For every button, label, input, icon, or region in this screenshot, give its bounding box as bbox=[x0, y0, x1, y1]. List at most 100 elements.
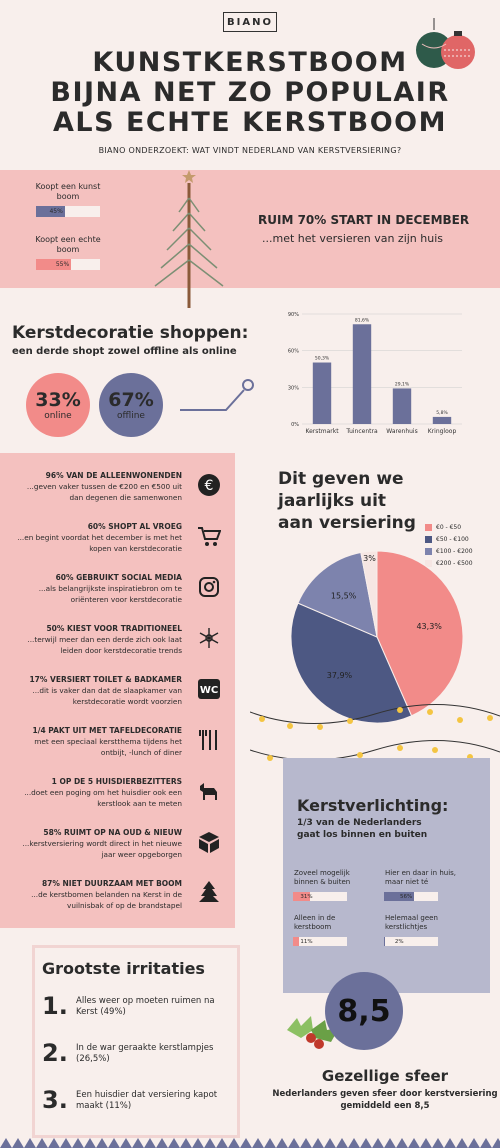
cutlery-icon bbox=[196, 727, 222, 753]
border-triangle bbox=[24, 1138, 36, 1148]
legend-label: €50 - €100 bbox=[436, 536, 469, 543]
bar-value-label: 81,6% bbox=[355, 317, 370, 323]
cart-icon bbox=[196, 523, 222, 549]
lighting-subtitle-line-1: 1/3 van de Nederlanders bbox=[297, 818, 422, 828]
fact-item: 1 OP DE 5 HUISDIERBEZITTERS ...doet een p… bbox=[12, 776, 182, 809]
border-triangle bbox=[240, 1138, 252, 1148]
snowflake-icon bbox=[196, 625, 222, 651]
legend-label: €200 - €500 bbox=[436, 560, 473, 567]
x-tick-label: Kringloop bbox=[428, 428, 457, 435]
instagram-icon bbox=[196, 574, 222, 600]
bar bbox=[352, 324, 372, 424]
x-tick-label: Kerstmarkt bbox=[305, 428, 339, 435]
ornaments-icon bbox=[416, 18, 475, 69]
fact-title: 60% SHOPT AL VROEG bbox=[87, 522, 182, 531]
fact-title: 1/4 PAKT UIT MET TAFELDECORATIE bbox=[32, 726, 182, 735]
border-triangle bbox=[96, 1138, 108, 1148]
border-triangle bbox=[180, 1138, 192, 1148]
pie-slice bbox=[290, 602, 413, 724]
border-triangle bbox=[156, 1138, 168, 1148]
echt-label: Koopt een echte boom bbox=[35, 235, 101, 254]
fact-title: 58% RUIMT OP NA OUD & NIEUW bbox=[43, 828, 182, 837]
lighting-label: Hier en daar in huis, maar niet té bbox=[385, 869, 457, 886]
border-triangle bbox=[372, 1138, 384, 1148]
lighting-bar-value: 11% bbox=[293, 937, 315, 946]
spending-title-line-2: jaarlijks uit bbox=[278, 491, 387, 511]
pie-slice-label: 43,3% bbox=[416, 622, 442, 631]
border-triangle bbox=[36, 1138, 48, 1148]
lighting-subtitle-line-2: gaat los binnen en buiten bbox=[297, 830, 428, 840]
legend-label: €100 - €200 bbox=[436, 548, 473, 555]
lighting-label: Helemaal geen kerstlichtjes bbox=[385, 914, 438, 931]
fact-item: 60% GEBRUIKT SOCIAL MEDIA ...als belangri… bbox=[12, 572, 182, 605]
bar-value-label: 5,8% bbox=[436, 410, 448, 416]
lighting-bar: 56% bbox=[384, 892, 438, 901]
irritation-text: Een huisdier dat versiering kapot maakt … bbox=[76, 1090, 218, 1111]
irritation-number: 3. bbox=[42, 1086, 68, 1114]
offline-value: 67% bbox=[108, 389, 154, 411]
bar-value-label: 50,3% bbox=[315, 356, 330, 362]
legend-swatch bbox=[425, 524, 432, 531]
sfeer-text: Nederlanders geven sfeer door kerstversi… bbox=[272, 1089, 498, 1111]
border-triangle bbox=[300, 1138, 312, 1148]
pine-tree-icon bbox=[154, 170, 224, 308]
lighting-bar: 31% bbox=[293, 892, 347, 901]
irritations-box bbox=[32, 945, 240, 1138]
lighting-label: Alleen in de kerstboom bbox=[294, 914, 336, 931]
legend-item: €200 - €500 bbox=[425, 560, 473, 567]
border-triangle bbox=[396, 1138, 408, 1148]
echt-bar-fill: 55% bbox=[36, 259, 72, 270]
border-triangle bbox=[492, 1138, 500, 1148]
legend-label: €0 - €50 bbox=[436, 524, 462, 531]
spending-title-line-1: Dit geven we bbox=[278, 469, 404, 489]
fact-text: ...doet een poging om het huisdier ook e… bbox=[24, 788, 182, 808]
lighting-bar-value: 2% bbox=[384, 937, 406, 946]
fact-text: ...de kerstbomen belanden na Kerst in de… bbox=[31, 890, 182, 910]
legend-item: €50 - €100 bbox=[425, 536, 473, 543]
fact-item: 50% KIEST VOOR TRADITIONEEL ...terwijl me… bbox=[12, 623, 182, 656]
bar bbox=[392, 388, 412, 424]
online-label: online bbox=[44, 411, 72, 421]
border-triangle bbox=[408, 1138, 420, 1148]
lighting-bar: 11% bbox=[293, 937, 347, 946]
border-triangle bbox=[60, 1138, 72, 1148]
border-triangle bbox=[456, 1138, 468, 1148]
offline-label: offline bbox=[117, 411, 145, 421]
fact-text: ...en begint voordat het december is met… bbox=[17, 533, 182, 553]
border-triangle bbox=[132, 1138, 144, 1148]
border-triangle bbox=[252, 1138, 264, 1148]
svg-text:€: € bbox=[205, 478, 214, 494]
pie-slice-label: 15,5% bbox=[331, 591, 357, 600]
legend-swatch bbox=[425, 548, 432, 555]
december-sub: ...met het versieren van zijn huis bbox=[262, 232, 444, 245]
fact-title: 87% NIET DUURZAAM MET BOOM bbox=[41, 879, 182, 888]
fact-item: 58% RUIMT OP NA OUD & NIEUW ...kerstversi… bbox=[12, 827, 182, 860]
fact-item: 60% SHOPT AL VROEG ...en begint voordat h… bbox=[12, 521, 182, 554]
fact-title: 60% GEBRUIKT SOCIAL MEDIA bbox=[55, 573, 182, 582]
pie-slice-label: 37,9% bbox=[327, 671, 353, 680]
box-icon bbox=[196, 829, 222, 855]
online-value: 33% bbox=[35, 389, 81, 411]
legend-swatch bbox=[425, 560, 432, 567]
svg-text:WC: WC bbox=[200, 685, 218, 696]
irritation-number: 1. bbox=[42, 992, 68, 1020]
border-triangle bbox=[0, 1138, 12, 1148]
sfeer-title: Gezellige sfeer bbox=[321, 1067, 449, 1085]
page-subtitle: BIANO ONDERZOEKT: WAT VINDT NEDERLAND VA… bbox=[98, 146, 402, 155]
border-triangle bbox=[264, 1138, 276, 1148]
border-triangle bbox=[48, 1138, 60, 1148]
y-tick-label: 90% bbox=[288, 312, 299, 318]
legend-swatch bbox=[425, 536, 432, 543]
pie-slice bbox=[360, 550, 378, 638]
y-tick-label: 0% bbox=[291, 422, 299, 428]
bar bbox=[432, 416, 452, 424]
fact-item: 1/4 PAKT UIT MET TAFELDECORATIE met een s… bbox=[12, 725, 182, 758]
title-line-2: BIJNA NET ZO POPULAIR bbox=[50, 77, 450, 108]
border-triangle bbox=[312, 1138, 324, 1148]
echt-bar: 55% bbox=[36, 259, 100, 270]
pointer-line-icon bbox=[180, 379, 254, 411]
border-triangle bbox=[108, 1138, 120, 1148]
legend-item: €0 - €50 bbox=[425, 524, 473, 531]
y-tick-label: 30% bbox=[288, 385, 299, 391]
border-triangle bbox=[84, 1138, 96, 1148]
